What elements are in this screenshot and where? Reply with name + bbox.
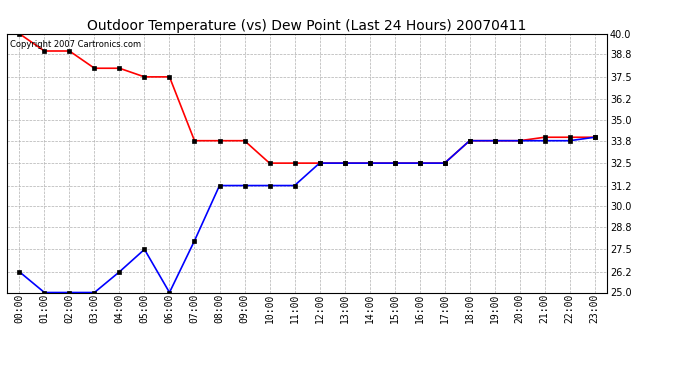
Title: Outdoor Temperature (vs) Dew Point (Last 24 Hours) 20070411: Outdoor Temperature (vs) Dew Point (Last…: [88, 19, 526, 33]
Text: Copyright 2007 Cartronics.com: Copyright 2007 Cartronics.com: [10, 40, 141, 49]
